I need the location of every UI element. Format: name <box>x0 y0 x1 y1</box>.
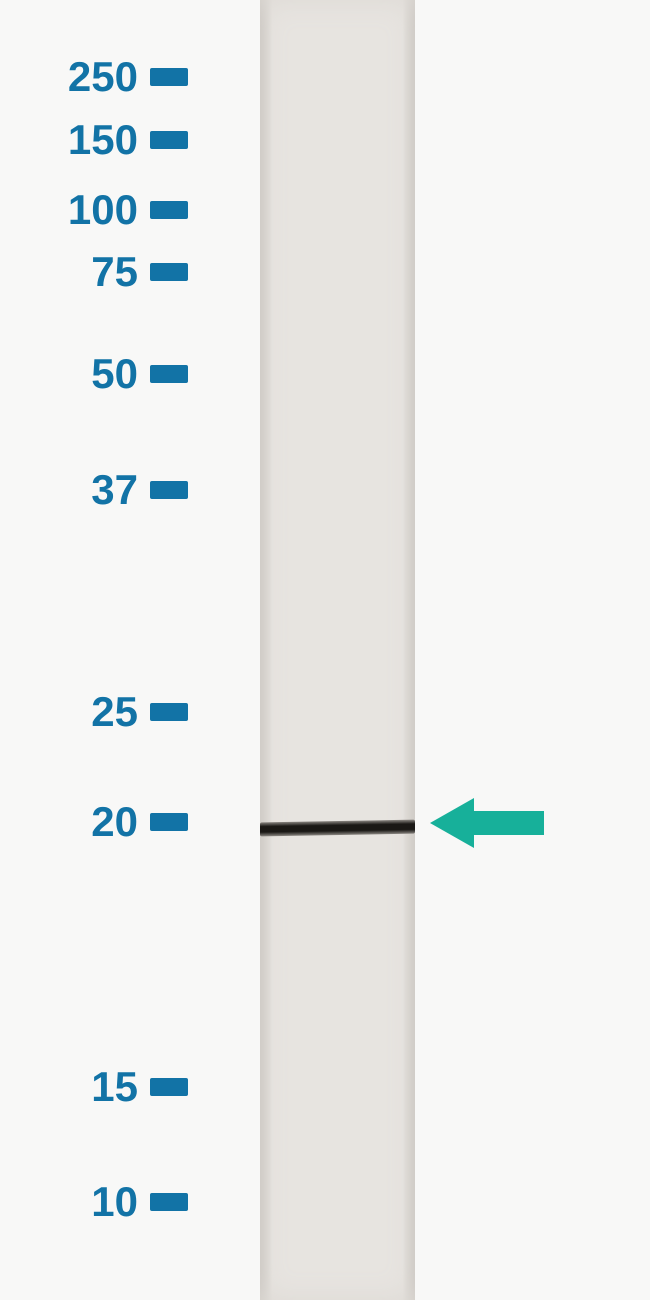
marker-label: 15 <box>0 1063 150 1111</box>
marker-label: 75 <box>0 248 150 296</box>
marker-25: 25 <box>0 688 188 736</box>
marker-label: 100 <box>0 186 150 234</box>
marker-label: 37 <box>0 466 150 514</box>
marker-tick <box>150 131 188 149</box>
marker-10: 10 <box>0 1178 188 1226</box>
marker-label: 20 <box>0 798 150 846</box>
protein-band <box>260 820 415 837</box>
marker-tick <box>150 1193 188 1211</box>
marker-250: 250 <box>0 53 188 101</box>
marker-tick <box>150 201 188 219</box>
marker-tick <box>150 1078 188 1096</box>
marker-label: 10 <box>0 1178 150 1226</box>
marker-100: 100 <box>0 186 188 234</box>
gel-lane <box>260 0 415 1300</box>
band-arrow-icon <box>430 798 544 848</box>
marker-50: 50 <box>0 350 188 398</box>
marker-label: 50 <box>0 350 150 398</box>
marker-150: 150 <box>0 116 188 164</box>
marker-tick <box>150 263 188 281</box>
marker-tick <box>150 813 188 831</box>
marker-75: 75 <box>0 248 188 296</box>
marker-tick <box>150 68 188 86</box>
marker-15: 15 <box>0 1063 188 1111</box>
arrow-shaft <box>474 811 544 835</box>
marker-37: 37 <box>0 466 188 514</box>
marker-20: 20 <box>0 798 188 846</box>
marker-label: 25 <box>0 688 150 736</box>
marker-tick <box>150 703 188 721</box>
marker-label: 150 <box>0 116 150 164</box>
marker-tick <box>150 365 188 383</box>
blot-container: 250 150 100 75 50 37 25 20 15 10 <box>0 0 650 1300</box>
arrow-head <box>430 798 474 848</box>
marker-label: 250 <box>0 53 150 101</box>
marker-tick <box>150 481 188 499</box>
